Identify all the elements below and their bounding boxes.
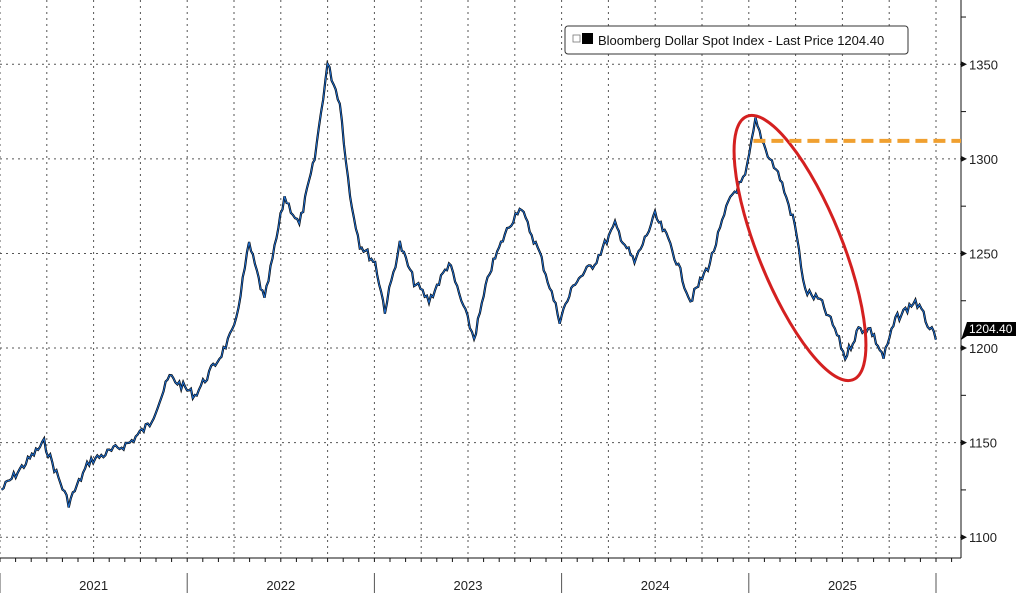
y-tick-mark: [961, 250, 967, 257]
x-tick-label: 2024: [641, 578, 670, 593]
x-tick-label: 2025: [828, 578, 857, 593]
x-tick-label: 2021: [79, 578, 108, 593]
y-tick-label: 1300: [969, 152, 998, 167]
y-tick-label: 1100: [969, 530, 997, 545]
series-outline: [0, 60, 937, 508]
legend-expand-icon[interactable]: [572, 34, 581, 43]
y-tick-label: 1150: [969, 436, 997, 451]
y-tick-mark: [961, 155, 967, 162]
y-tick-mark: [961, 534, 967, 541]
last-price-marker: 1204.40: [961, 322, 1016, 340]
highlight-ellipse: [732, 113, 868, 383]
y-tick-label: 1250: [969, 246, 998, 261]
legend: Bloomberg Dollar Spot Index - Last Price…: [564, 25, 909, 55]
series-line: [1, 62, 937, 508]
y-tick-mark: [961, 345, 967, 352]
last-price-label: 1204.40: [969, 322, 1013, 336]
grid: [0, 0, 961, 558]
legend-box: [564, 25, 909, 55]
x-tick-label: 2023: [454, 578, 483, 593]
legend-label: Bloomberg Dollar Spot Index - Last Price…: [598, 33, 884, 48]
y-tick-mark: [961, 439, 967, 446]
y-tick-label: 1350: [969, 57, 998, 72]
legend-swatch: [582, 33, 593, 44]
annotations: [732, 113, 961, 383]
y-tick-label: 1200: [969, 341, 998, 356]
y-tick-mark: [961, 61, 967, 68]
x-tick-label: 2022: [266, 578, 295, 593]
series-layer: [0, 60, 937, 508]
